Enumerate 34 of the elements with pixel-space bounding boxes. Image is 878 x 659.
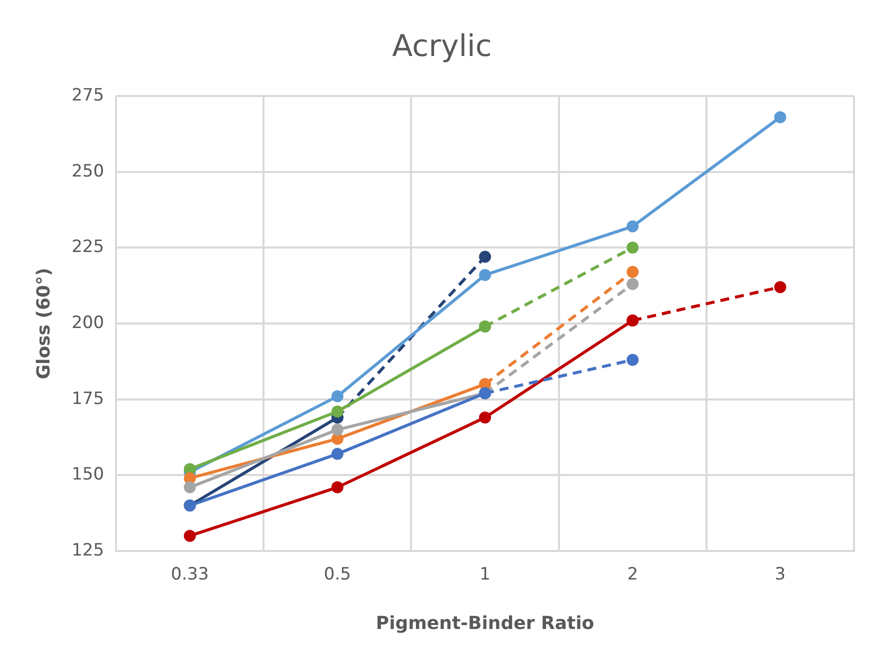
x-tick-label: 0.5 <box>324 564 351 585</box>
point <box>331 481 344 494</box>
point <box>626 266 639 278</box>
point <box>184 530 196 542</box>
y-tick-label: 250 <box>72 161 104 182</box>
x-axis-title: Pigment-Binder Ratio <box>376 612 594 634</box>
point <box>331 390 344 402</box>
chart-title: Acrylic <box>392 28 492 64</box>
y-tick-label: 225 <box>72 237 104 258</box>
y-tick-label: 275 <box>72 85 104 106</box>
point <box>626 354 639 366</box>
point <box>626 242 639 254</box>
point <box>479 268 492 281</box>
x-tick-label: 3 <box>774 564 786 585</box>
y-tick-label: 175 <box>72 388 104 409</box>
x-tick-label: 0.33 <box>170 564 209 585</box>
point <box>331 405 344 418</box>
point <box>184 481 196 494</box>
point <box>774 281 786 294</box>
point <box>626 314 639 326</box>
x-tick-label: 2 <box>627 564 638 585</box>
y-tick-label: 125 <box>72 540 104 560</box>
y-tick-label: 200 <box>72 312 104 333</box>
point <box>479 320 492 333</box>
point <box>331 448 344 460</box>
x-tick-label: 1 <box>480 564 490 585</box>
point <box>626 220 639 232</box>
point <box>774 111 786 124</box>
point <box>479 412 492 424</box>
point <box>331 424 344 436</box>
y-tick-label: 150 <box>72 464 104 485</box>
y-axis-title: Gloss (60°) <box>33 268 54 380</box>
point <box>479 250 492 263</box>
point <box>626 278 639 290</box>
